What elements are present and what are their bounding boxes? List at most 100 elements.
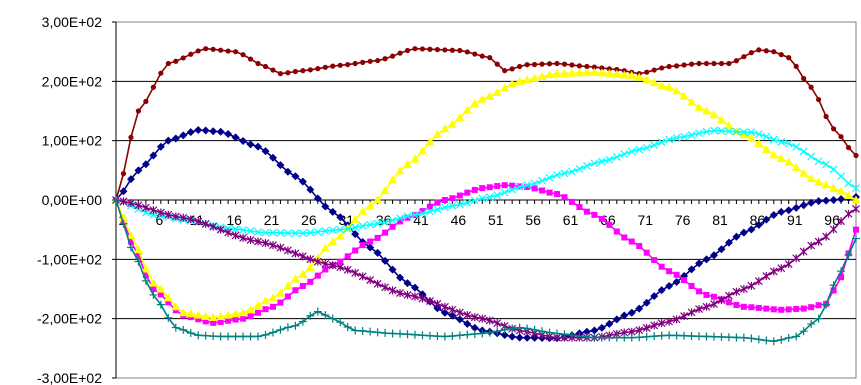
data-point (688, 61, 695, 67)
data-point (246, 227, 255, 235)
data-point (672, 86, 682, 95)
data-point (261, 228, 270, 237)
data-point (597, 333, 606, 342)
data-point (300, 68, 306, 74)
data-point (732, 232, 741, 241)
data-point (702, 302, 711, 311)
data-point (664, 82, 674, 91)
data-point (747, 334, 756, 343)
data-point (567, 331, 576, 340)
data-point (673, 271, 680, 278)
data-point (284, 293, 291, 300)
data-point (216, 332, 225, 341)
data-point (717, 296, 726, 305)
data-point (777, 207, 786, 216)
data-point (292, 287, 299, 294)
data-point (545, 70, 555, 79)
data-point (262, 306, 269, 313)
data-point (830, 126, 837, 132)
data-point (306, 185, 315, 194)
data-point (687, 131, 696, 139)
data-point (575, 332, 584, 341)
data-point (410, 330, 419, 339)
data-point (417, 146, 427, 155)
data-point (141, 276, 150, 285)
data-point (321, 259, 330, 268)
data-point (582, 68, 592, 77)
data-point (553, 171, 561, 180)
data-point (427, 46, 433, 52)
data-point (188, 51, 194, 57)
data-point (149, 151, 158, 160)
data-point (150, 286, 157, 292)
data-point (463, 198, 472, 207)
data-point (522, 75, 532, 84)
data-point (672, 331, 681, 340)
data-point (336, 225, 345, 234)
data-point (494, 183, 501, 190)
data-point (754, 277, 763, 286)
data-point (771, 49, 777, 55)
data-point (500, 83, 510, 92)
data-point (358, 206, 368, 215)
data-point (403, 159, 413, 168)
data-point (643, 249, 650, 256)
data-point (754, 139, 764, 148)
data-point (171, 134, 180, 143)
data-point (403, 279, 412, 288)
data-point (306, 228, 315, 237)
data-point (508, 185, 517, 194)
data-point (178, 308, 188, 317)
data-point (283, 281, 293, 290)
data-point (381, 218, 390, 227)
data-point (321, 202, 330, 211)
data-point (710, 293, 717, 300)
data-point (463, 319, 472, 328)
data-point (403, 290, 412, 299)
data-point (679, 91, 689, 100)
data-point (778, 52, 784, 58)
data-point (612, 69, 622, 78)
x-tick-label: 81 (712, 212, 728, 228)
data-point (186, 309, 196, 318)
data-point (336, 318, 345, 327)
data-point (455, 200, 464, 209)
data-point (724, 121, 734, 130)
data-point (247, 313, 254, 320)
data-point (687, 265, 696, 274)
data-point (816, 96, 822, 103)
data-point (687, 308, 696, 317)
data-point (388, 175, 398, 184)
data-point (792, 332, 801, 341)
data-point (434, 46, 441, 53)
data-point (696, 60, 702, 67)
data-point (433, 205, 442, 214)
data-point (373, 279, 382, 288)
data-point (739, 228, 748, 237)
data-point (448, 311, 457, 320)
data-point (674, 63, 680, 69)
data-point (156, 300, 165, 309)
data-point (112, 196, 120, 204)
data-point (254, 332, 263, 341)
data-point (202, 318, 209, 325)
data-point (814, 237, 823, 246)
data-point (568, 198, 575, 205)
data-point (776, 153, 786, 162)
data-point (538, 327, 547, 336)
data-point (703, 291, 710, 298)
data-point (285, 70, 291, 76)
data-point (239, 233, 247, 242)
data-point (651, 257, 658, 264)
data-point (651, 67, 657, 73)
data-point (612, 315, 621, 324)
data-point (426, 207, 434, 216)
data-point (642, 323, 651, 332)
data-point (425, 137, 435, 146)
data-point (620, 150, 629, 158)
data-point (171, 323, 180, 332)
data-point (844, 179, 853, 188)
series-line (115, 184, 857, 324)
data-point (261, 147, 270, 156)
data-point (517, 63, 523, 70)
